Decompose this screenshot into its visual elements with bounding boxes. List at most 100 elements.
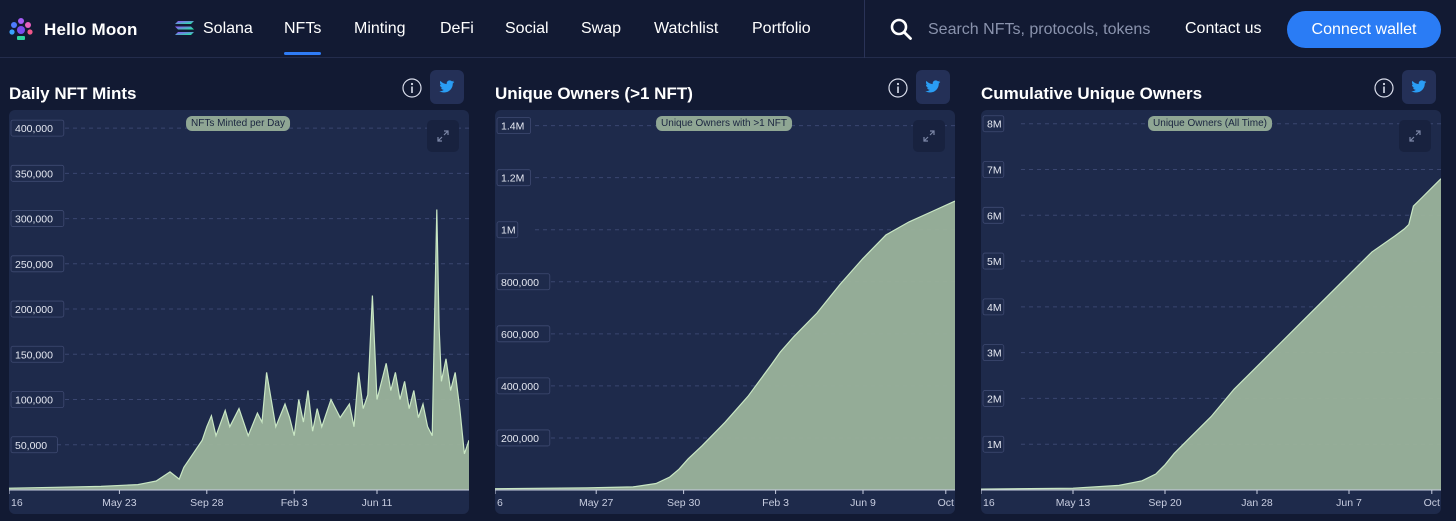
chart-area: 1M 2M 3M 4M 5M 6M 7M 8M 16 May 13 Sep 20 Jan 28 Jun … [981, 110, 1441, 514]
chart-cumulative-unique-owners: 1M 2M 3M 4M 5M 6M 7M 8M 16 May 13 Sep 20 Jan 28 Jun … [981, 115, 1441, 509]
y-tick-label-box [982, 344, 1005, 362]
x-tick-label: Sep 30 [667, 497, 700, 509]
expand-chart-button[interactable] [427, 120, 459, 152]
twitter-icon [439, 80, 455, 93]
chart-area: 50,000 100,000 150,000 200,000 250,000 300,00… [9, 110, 469, 514]
y-tick-label: 8M [987, 119, 1002, 131]
search-icon[interactable] [890, 18, 912, 40]
x-tick-label: Feb 3 [762, 497, 789, 509]
brand[interactable]: Hello Moon [8, 16, 138, 44]
y-tick-label: 1M [987, 439, 1002, 451]
y-tick-label: 1.4M [501, 121, 524, 133]
area-series-line [981, 178, 1441, 490]
y-tick-label-box [10, 436, 58, 454]
y-tick-label-box [496, 221, 519, 239]
y-tick-label: 100,000 [15, 395, 53, 407]
hello-moon-logo-icon [9, 18, 33, 40]
y-tick-label-box [982, 390, 1005, 407]
y-tick-label: 400,000 [15, 123, 53, 135]
y-tick-label: 5M [987, 256, 1002, 268]
y-tick-label: 250,000 [15, 259, 53, 271]
y-tick-label: 200,000 [501, 433, 539, 445]
chart-area: 200,000 400,000 600,000 800,000 1M 1.2M 1.4M 6 M… [495, 110, 955, 514]
x-tick-label: Jun 9 [850, 497, 876, 509]
brand-name: Hello Moon [44, 20, 138, 39]
chart-legend: NFTs Minted per Day [186, 116, 290, 131]
area-series-line [9, 209, 469, 489]
nav-item-minting[interactable]: Minting [354, 20, 406, 37]
chart-title: Daily NFT Mints [9, 84, 137, 103]
nav-item-nfts[interactable]: NFTs [284, 20, 322, 55]
x-tick-label: Oct [938, 497, 954, 509]
nav-item-watchlist[interactable]: Watchlist [654, 20, 719, 37]
x-tick-label: 6 [497, 497, 503, 509]
expand-icon [1409, 130, 1421, 142]
y-tick-label-box [496, 377, 551, 395]
y-tick-label: 6M [987, 210, 1002, 222]
y-tick-label: 7M [987, 165, 1002, 177]
nav-item-social[interactable]: Social [505, 20, 549, 37]
x-tick-label: May 27 [579, 497, 614, 509]
y-tick-label-box [496, 117, 531, 135]
y-tick-label-box [982, 206, 1005, 224]
x-tick-label: 16 [983, 497, 995, 509]
x-tick-label: 16 [11, 497, 23, 509]
connect-wallet-button[interactable]: Connect wallet [1287, 11, 1441, 48]
y-tick-label: 600,000 [501, 329, 539, 341]
expand-icon [437, 130, 449, 142]
nav-item-solana[interactable]: Solana [175, 20, 253, 38]
y-tick-label-box [496, 169, 531, 187]
y-tick-label-box [982, 298, 1005, 316]
twitter-icon [1411, 80, 1427, 93]
x-tick-label: May 13 [1056, 497, 1091, 509]
x-tick-label: Feb 3 [281, 497, 308, 509]
y-tick-label: 150,000 [15, 349, 53, 361]
chart-unique-owners: 200,000 400,000 600,000 800,000 1M 1.2M 1.4M 6 M… [495, 117, 955, 509]
share-twitter-button[interactable] [1402, 70, 1436, 104]
search-input[interactable] [928, 18, 1158, 42]
top-nav: Hello Moon Solana NFTs Minting DeFi Soci… [0, 0, 1456, 58]
info-icon[interactable] [1374, 78, 1394, 98]
chart-title: Unique Owners (>1 NFT) [495, 84, 693, 103]
x-tick-label: Jan 28 [1241, 497, 1273, 509]
y-tick-label: 50,000 [15, 440, 47, 452]
area-series [495, 201, 955, 490]
y-tick-label-box [10, 255, 65, 273]
y-tick-label-box [10, 164, 65, 182]
x-tick-label: May 23 [102, 497, 137, 509]
y-tick-label: 1.2M [501, 173, 524, 185]
chart-daily-nft-mints: 50,000 100,000 150,000 200,000 250,000 300,00… [9, 119, 469, 509]
info-icon[interactable] [402, 78, 422, 98]
nav-item-portfolio[interactable]: Portfolio [752, 20, 811, 37]
y-tick-label-box [982, 435, 1005, 453]
solana-icon [175, 21, 194, 35]
y-tick-label-box [10, 345, 65, 363]
y-tick-label: 800,000 [501, 277, 539, 289]
y-tick-label-box [10, 119, 65, 137]
y-tick-label-box [10, 210, 65, 227]
nav-item-defi[interactable]: DeFi [440, 20, 474, 37]
chart-legend: Unique Owners with >1 NFT [656, 116, 792, 131]
nav-item-swap[interactable]: Swap [581, 20, 622, 37]
y-tick-label: 400,000 [501, 381, 539, 393]
share-twitter-button[interactable] [430, 70, 464, 104]
y-tick-label-box [496, 325, 551, 343]
expand-chart-button[interactable] [913, 120, 945, 152]
twitter-icon [925, 80, 941, 93]
y-tick-label-box [982, 161, 1005, 178]
y-tick-label: 300,000 [15, 214, 53, 226]
y-tick-label-box [10, 391, 65, 408]
y-tick-label: 3M [987, 348, 1002, 360]
share-twitter-button[interactable] [916, 70, 950, 104]
y-tick-label: 2M [987, 393, 1002, 405]
expand-chart-button[interactable] [1399, 120, 1431, 152]
x-tick-label: Sep 20 [1148, 497, 1181, 509]
info-icon[interactable] [888, 78, 908, 98]
y-tick-label-box [496, 273, 551, 291]
contact-us-link[interactable]: Contact us [1185, 20, 1262, 37]
y-tick-label: 1M [501, 225, 516, 237]
y-tick-label: 200,000 [15, 304, 53, 316]
panel-cumulative-unique-owners: Cumulative Unique Owners 1M 2M 3M 4M 5M 6M 7M 8… [981, 58, 1451, 521]
y-tick-label-box [10, 300, 65, 318]
panel-daily-nft-mints: Daily NFT Mints 50,000 100,000 150,000 200,… [9, 58, 479, 521]
